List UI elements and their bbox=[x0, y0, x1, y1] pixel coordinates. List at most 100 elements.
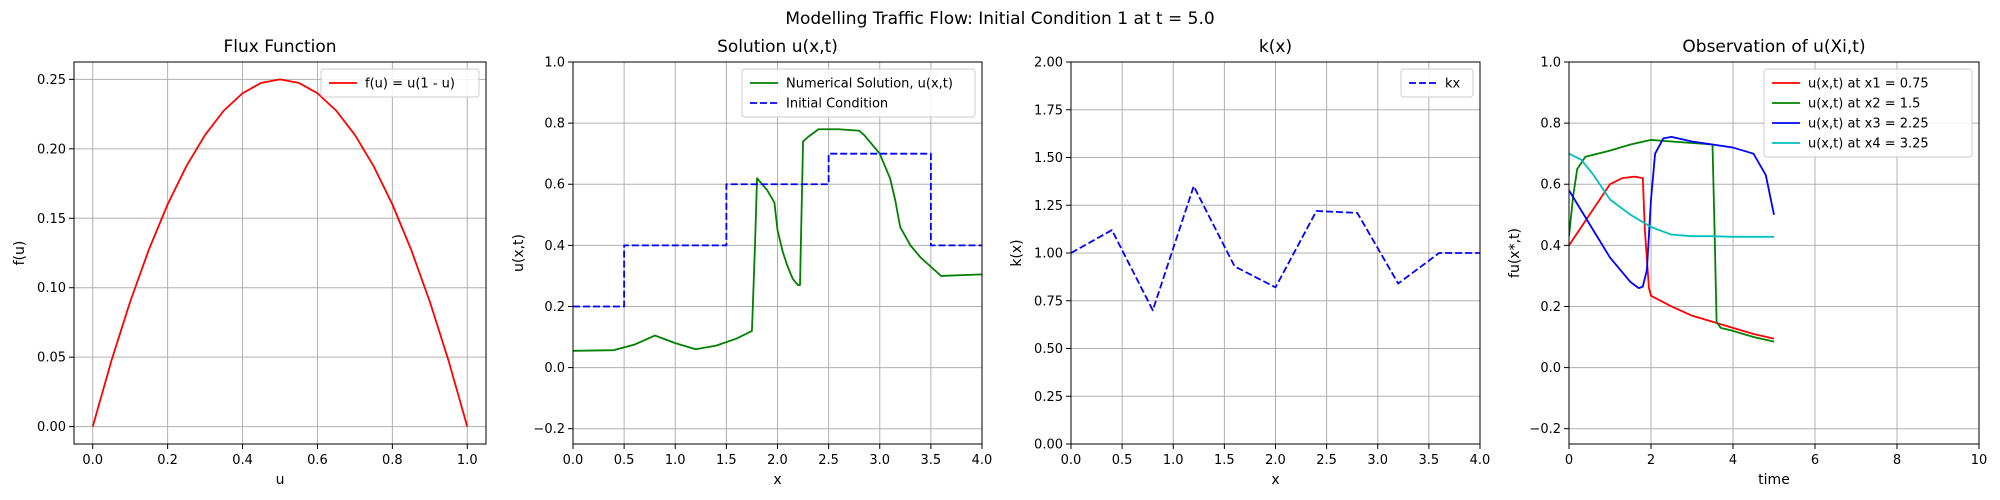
legend-label: u(x,t) at x2 = 1.5 bbox=[1808, 97, 1920, 112]
legend: f(u) = u(1 - u) bbox=[320, 68, 480, 98]
legend-box bbox=[320, 68, 480, 98]
subplot-title: Flux Function bbox=[223, 37, 336, 57]
series-line-4 bbox=[1569, 152, 1774, 238]
x-tick-label: 8 bbox=[1893, 453, 1901, 468]
legend-box bbox=[1400, 68, 1474, 98]
legend: kx bbox=[1400, 68, 1474, 98]
series-line-1 bbox=[1569, 175, 1775, 340]
y-tick-label: 2.00 bbox=[1034, 56, 1063, 71]
subplot-4: 0 2 4 6 8 10 −0.2 0.0 0.2 0.4 0.6 0.8 1.0 Observation… bbox=[1507, 37, 1987, 488]
axes-frame bbox=[73, 61, 487, 445]
x-tick-label: 1.0 bbox=[1163, 453, 1184, 468]
legend: u(x,t) at x1 = 0.75 u(x,t) at x2 = 1.5 u(x… bbox=[1763, 68, 1973, 158]
y-tick-label: 1.25 bbox=[1034, 199, 1063, 214]
x-axis-label: time bbox=[1758, 472, 1790, 488]
x-tick-label: 3.0 bbox=[1367, 453, 1388, 468]
axes-frame bbox=[1568, 61, 1980, 445]
y-tick-label: 1.50 bbox=[1034, 151, 1063, 166]
x-axis-label: u bbox=[276, 472, 285, 488]
y-tick-label: 0.25 bbox=[1034, 390, 1063, 405]
x-tick-label: 0.5 bbox=[614, 453, 635, 468]
series-group bbox=[91, 78, 469, 427]
x-tick-label: 2.0 bbox=[767, 453, 788, 468]
x-tick-label: 1.5 bbox=[716, 453, 737, 468]
x-axis-label: x bbox=[773, 472, 781, 488]
x-tick-label: 4.0 bbox=[972, 453, 993, 468]
y-tick-label: 0.20 bbox=[37, 142, 66, 157]
subplot-1: 0.0 0.2 0.4 0.6 0.8 1.0 0.00 0.05 0.10 0.15 0.20 0.… bbox=[12, 37, 487, 488]
axes-frame bbox=[572, 61, 983, 445]
series-line-2 bbox=[573, 152, 982, 308]
x-tick-label: 2.5 bbox=[818, 453, 839, 468]
x-tick-label: 1.0 bbox=[665, 453, 686, 468]
subplot-title: k(x) bbox=[1259, 37, 1292, 57]
x-tick-label: 10 bbox=[1971, 453, 1988, 468]
y-tick-label: 0.0 bbox=[544, 361, 565, 376]
x-tick-label: 3.5 bbox=[921, 453, 942, 468]
x-tick-label: 0.0 bbox=[82, 453, 103, 468]
subplot-title: Observation of u(Xi,t) bbox=[1682, 37, 1865, 57]
y-tick-label: 0.4 bbox=[1540, 239, 1561, 254]
legend: Numerical Solution, u(x,t) Initial Condit… bbox=[741, 68, 976, 118]
y-tick-label: 0.50 bbox=[1034, 342, 1063, 357]
figure-suptitle: Modelling Traffic Flow: Initial Conditio… bbox=[785, 9, 1214, 29]
y-tick-label: 0.2 bbox=[544, 300, 565, 315]
y-tick-label: 1.00 bbox=[1034, 247, 1063, 262]
y-tick-label: 0.75 bbox=[1034, 294, 1063, 309]
series-line-1 bbox=[573, 128, 982, 352]
series-line-1 bbox=[91, 78, 469, 427]
subplot-3: 0.0 0.5 1.0 1.5 2.0 2.5 3.0 3.5 4.0 0.00 0.25 0.50 0… bbox=[1009, 37, 1490, 488]
x-tick-label: 0 bbox=[1565, 453, 1573, 468]
legend-label: kx bbox=[1445, 77, 1461, 92]
legend-box bbox=[741, 68, 976, 118]
legend-label: u(x,t) at x1 = 0.75 bbox=[1808, 77, 1929, 92]
x-tick-label: 1.0 bbox=[457, 453, 478, 468]
y-tick-label: 0.0 bbox=[1540, 361, 1561, 376]
axes-frame bbox=[1070, 61, 1481, 445]
subplot-title: Solution u(x,t) bbox=[717, 37, 838, 57]
series-line-2 bbox=[1569, 139, 1775, 343]
x-tick-label: 1.5 bbox=[1214, 453, 1235, 468]
y-tick-label: −0.2 bbox=[533, 422, 565, 437]
y-tick-label: 0.8 bbox=[544, 117, 565, 132]
subplot-2: 0.0 0.5 1.0 1.5 2.0 2.5 3.0 3.5 4.0 −0.2 0.0 0.2 0.4… bbox=[511, 37, 992, 488]
x-tick-label: 2.0 bbox=[1265, 453, 1286, 468]
y-axis-label: fu(x*,t) bbox=[1507, 228, 1523, 278]
x-tick-label: 0.4 bbox=[232, 453, 253, 468]
legend-label: f(u) = u(1 - u) bbox=[365, 77, 455, 92]
series-line-1 bbox=[1071, 185, 1480, 312]
series-line-3 bbox=[1569, 135, 1775, 290]
x-tick-label: 0.0 bbox=[563, 453, 584, 468]
series-group bbox=[573, 128, 982, 352]
x-tick-label: 0.2 bbox=[157, 453, 178, 468]
y-tick-label: 1.0 bbox=[544, 56, 565, 71]
y-tick-label: −0.2 bbox=[1529, 422, 1561, 437]
x-tick-label: 0.6 bbox=[307, 453, 328, 468]
x-tick-label: 6 bbox=[1811, 453, 1819, 468]
subplots: 0.0 0.2 0.4 0.6 0.8 1.00.000.050.100.150.200.… bbox=[12, 37, 1987, 488]
y-tick-label: 0.25 bbox=[37, 73, 66, 88]
x-tick-label: 4.0 bbox=[1470, 453, 1491, 468]
y-axis-label: f(u) bbox=[12, 241, 28, 266]
y-tick-label: 0.05 bbox=[37, 351, 66, 366]
x-axis-label: x bbox=[1271, 472, 1279, 488]
y-tick-label: 1.0 bbox=[1540, 56, 1561, 71]
y-tick-label: 0.15 bbox=[37, 212, 66, 227]
y-tick-label: 0.2 bbox=[1540, 300, 1561, 315]
y-axis-label: k(x) bbox=[1009, 239, 1025, 266]
x-tick-label: 2 bbox=[1647, 453, 1655, 468]
y-tick-label: 0.8 bbox=[1540, 117, 1561, 132]
x-tick-label: 2.5 bbox=[1316, 453, 1337, 468]
legend-box bbox=[1763, 68, 1973, 158]
x-tick-label: 0.0 bbox=[1061, 453, 1082, 468]
y-tick-label: 0.6 bbox=[544, 178, 565, 193]
y-tick-label: 0.4 bbox=[544, 239, 565, 254]
legend-label: Numerical Solution, u(x,t) bbox=[786, 77, 953, 92]
legend-label: u(x,t) at x3 = 2.25 bbox=[1808, 117, 1929, 132]
legend-label: u(x,t) at x4 = 3.25 bbox=[1808, 137, 1929, 152]
y-tick-label: 1.75 bbox=[1034, 103, 1063, 118]
legend-label: Initial Condition bbox=[786, 97, 888, 112]
series-group bbox=[1071, 185, 1480, 312]
x-tick-label: 0.8 bbox=[382, 453, 403, 468]
y-tick-label: 0.00 bbox=[1034, 438, 1063, 453]
